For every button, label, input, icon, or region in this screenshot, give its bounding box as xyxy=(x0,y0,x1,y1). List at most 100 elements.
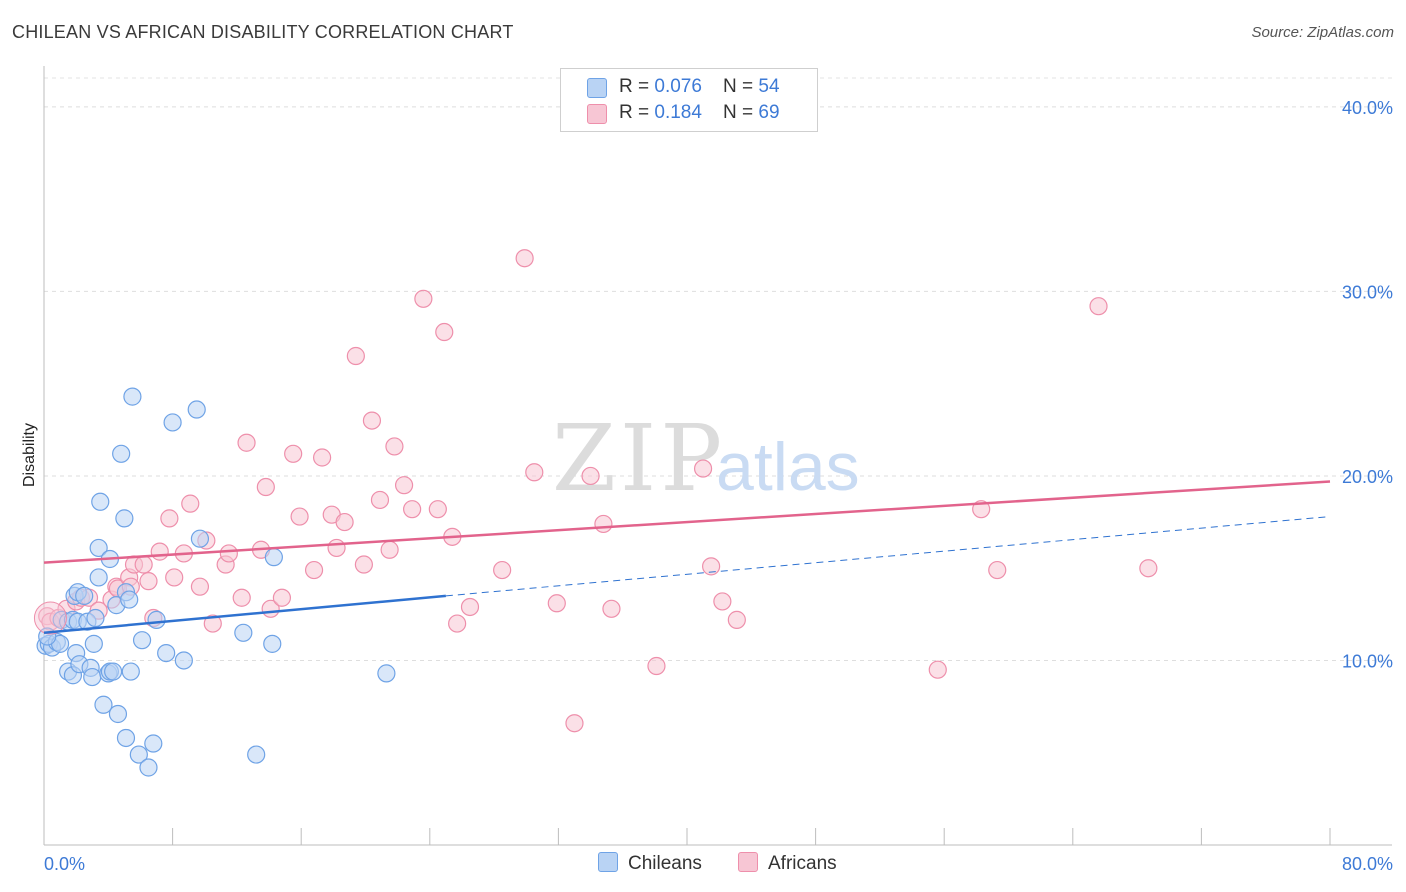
chilean-point xyxy=(123,387,142,406)
african-point xyxy=(727,610,746,629)
x-tick-label: 80.0% xyxy=(1342,854,1393,874)
african-point xyxy=(460,597,480,617)
african-point xyxy=(139,572,158,591)
chilean-point xyxy=(147,610,166,629)
african-point xyxy=(346,346,365,366)
gridlines xyxy=(44,77,1392,661)
chilean-point xyxy=(120,590,139,609)
african-point xyxy=(448,614,467,633)
african-point xyxy=(219,544,238,563)
african-point xyxy=(232,588,251,607)
african-point xyxy=(134,555,153,574)
chilean-point xyxy=(115,509,134,528)
african-point xyxy=(547,594,566,613)
chilean-point xyxy=(377,664,396,683)
african-point xyxy=(160,509,179,528)
african-point xyxy=(414,289,433,308)
y-axis-label: Disability xyxy=(21,423,38,488)
chilean-point xyxy=(157,643,176,663)
african-point xyxy=(150,542,169,561)
chart-title: CHILEAN VS AFRICAN DISABILITY CORRELATIO… xyxy=(12,22,514,42)
african-point xyxy=(394,476,414,495)
r-label: R = xyxy=(619,76,655,97)
chileans-legend-label: Chileans xyxy=(628,853,702,874)
african-point xyxy=(435,322,454,342)
bottom-legend-chileans: Chileans xyxy=(598,852,702,876)
chilean-trend-line xyxy=(43,594,446,635)
axes xyxy=(43,66,1392,846)
african-point xyxy=(525,463,544,482)
n-value: 69 xyxy=(758,102,780,123)
chilean-point xyxy=(89,568,108,587)
african-point xyxy=(327,538,346,558)
chilean-point xyxy=(112,444,131,463)
y-tick-label: 10.0% xyxy=(1342,651,1393,671)
chilean-point xyxy=(187,400,206,419)
chilean-point xyxy=(108,704,128,724)
chilean-point xyxy=(89,538,108,558)
chilean-point xyxy=(94,695,113,714)
stats-legend: R = 0.076 N = 54 R = 0.184 N = 69 xyxy=(560,68,818,132)
african-point xyxy=(515,249,534,268)
chilean-point xyxy=(116,728,136,748)
african-point xyxy=(190,577,210,596)
y-tick-label: 20.0% xyxy=(1342,467,1393,487)
chilean-point xyxy=(264,548,283,567)
african-point xyxy=(362,411,382,430)
n-label: N = xyxy=(723,76,759,97)
african-point xyxy=(272,588,292,607)
african-point xyxy=(713,592,732,611)
african-point xyxy=(237,433,256,452)
african-point xyxy=(1089,297,1108,316)
r-label: R = xyxy=(619,102,655,123)
african-point xyxy=(256,477,275,497)
chilean-point xyxy=(83,667,102,687)
chilean-point xyxy=(132,631,152,650)
african-point xyxy=(702,557,721,576)
chilean-point xyxy=(234,623,253,642)
chileans-legend-swatch xyxy=(598,852,618,872)
african-point xyxy=(403,500,422,519)
african-point xyxy=(581,466,600,486)
watermark-atlas: atlas xyxy=(716,429,860,505)
watermark-zip: ZIP xyxy=(552,405,726,512)
chilean-point xyxy=(104,662,123,681)
r-value: 0.184 xyxy=(654,102,702,123)
african-point xyxy=(370,490,390,510)
african-point xyxy=(385,437,404,456)
african-point xyxy=(602,599,621,618)
chilean-point xyxy=(144,734,163,753)
african-point xyxy=(988,560,1007,580)
n-label: N = xyxy=(723,102,759,123)
african-point xyxy=(335,512,354,532)
african-trend-line xyxy=(43,480,1331,564)
african-point xyxy=(1139,559,1158,578)
chilean-point xyxy=(139,758,158,777)
african-point xyxy=(290,507,309,526)
chilean-point xyxy=(174,651,193,670)
chilean-point xyxy=(84,634,103,653)
chilean-point xyxy=(263,634,282,653)
african-point xyxy=(647,656,666,676)
chilean-point xyxy=(75,586,94,605)
bottom-legend-africans: Africans xyxy=(738,852,837,876)
african-point xyxy=(493,560,512,580)
watermark: ZIP atlas xyxy=(552,405,860,512)
chilean-trend-extension xyxy=(445,516,1331,597)
chilean-point xyxy=(121,662,140,681)
source-label: Source: ZipAtlas.com xyxy=(1251,24,1394,41)
african-point xyxy=(594,514,613,534)
african-point xyxy=(312,448,332,467)
y-tick-label: 30.0% xyxy=(1342,282,1393,302)
y-tick-label: 40.0% xyxy=(1342,98,1393,118)
african-point xyxy=(181,494,200,513)
african-point xyxy=(354,555,373,574)
african-point xyxy=(565,714,584,733)
african-point xyxy=(380,540,399,559)
n-value: 54 xyxy=(758,76,780,97)
african-point xyxy=(203,614,222,633)
trend-layer xyxy=(43,480,1331,635)
chilean-point xyxy=(190,529,210,548)
tick-labels: 10.0% 20.0% 30.0% 40.0% 0.0% 80.0% xyxy=(44,98,1393,874)
